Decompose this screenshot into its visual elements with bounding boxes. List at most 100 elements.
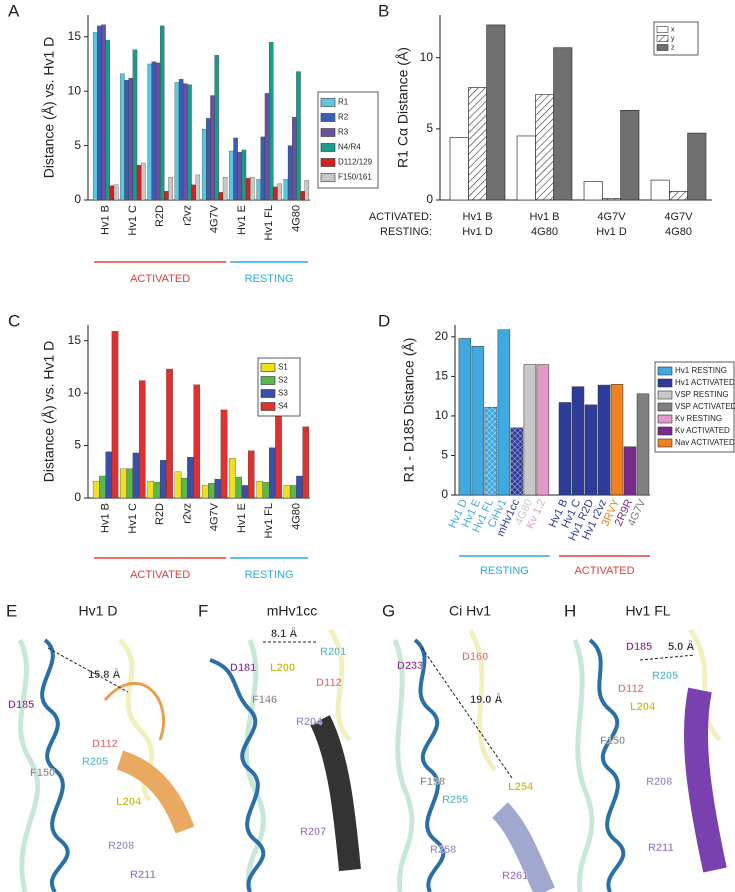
bar: [195, 174, 201, 201]
bar: [147, 481, 155, 499]
structure-label: D181: [230, 662, 256, 674]
panel-letter: A: [8, 1, 20, 20]
structure-label: L254: [508, 781, 534, 793]
bar: [97, 25, 102, 201]
bar: [300, 191, 305, 201]
distance-line: [639, 654, 696, 661]
structure-panel: G Ci Hv1 D233 D160 19.0 Å F198 L254 R255…: [382, 601, 555, 892]
bar: [155, 62, 161, 201]
panel-letter: G: [382, 601, 395, 620]
structure-label: R261: [502, 870, 528, 882]
bar: [105, 39, 110, 201]
bar: [153, 482, 161, 499]
bar: [449, 137, 469, 201]
y-axis-label: Distance (Å) vs. Hv1 D: [41, 341, 57, 483]
legend-swatch: [657, 414, 673, 424]
group-label: ACTIVATED: [130, 569, 190, 581]
y-tick-label: 15: [68, 29, 82, 43]
bar: [302, 426, 310, 499]
bar: [275, 409, 282, 499]
x-tick-label: Hv1 B: [530, 211, 560, 223]
bar: [233, 137, 238, 201]
bar: [214, 55, 219, 201]
legend-swatch: [657, 426, 673, 436]
bar: [166, 368, 173, 499]
helix: [116, 750, 195, 834]
bar: [277, 183, 282, 201]
structure-panel: H Hv1 FL D185 5.0 Å R205 D112 L204 F150 …: [564, 601, 727, 892]
helix: [572, 639, 595, 892]
structure-label: D233: [397, 660, 423, 672]
y-tick-label: 0: [74, 490, 81, 504]
legend-label: S4: [278, 402, 288, 411]
bar: [256, 179, 261, 201]
bar: [256, 481, 264, 499]
helix: [327, 628, 352, 742]
bar: [289, 485, 297, 499]
bar: [187, 84, 192, 201]
bar: [92, 481, 100, 499]
legend-swatch: [656, 44, 669, 51]
bar: [583, 181, 603, 201]
bar: [113, 184, 119, 201]
legend-swatch: [260, 402, 276, 411]
bar: [558, 402, 572, 496]
bar: [497, 329, 511, 496]
structure-panel: E Hv1 D 15.8 Å D185 D112 F150 R205 L204 …: [6, 601, 195, 892]
row-label: RESTING:: [380, 226, 432, 238]
bar: [99, 475, 106, 499]
legend-label: F150/161: [338, 173, 372, 182]
bar: [124, 80, 129, 201]
panel-title: mHv1cc: [267, 603, 318, 619]
legend-swatch: [656, 26, 669, 33]
bar: [174, 82, 180, 201]
row-label: ACTIVATED:: [369, 211, 432, 223]
bar: [283, 485, 291, 499]
y-tick-label: 0: [441, 487, 448, 501]
bar: [571, 386, 585, 496]
bar: [218, 192, 224, 201]
bar: [208, 483, 215, 499]
bar: [245, 178, 251, 201]
helix: [310, 715, 361, 872]
bar: [229, 458, 236, 499]
legend-swatch: [320, 173, 336, 182]
x-tick-label: 4G80: [290, 503, 302, 530]
structure-label: R211: [648, 842, 674, 854]
bar: [235, 476, 243, 499]
bar: [109, 185, 115, 201]
legend-label: N4/R4: [338, 143, 361, 152]
bar: [620, 109, 640, 201]
x-tick-label: Hv1 E: [236, 503, 248, 533]
panel-letter: E: [6, 601, 17, 620]
bar: [111, 331, 119, 499]
x-tick-label: 4G7V: [597, 211, 626, 223]
bar: [601, 198, 622, 201]
structure-label: 15.8 Å: [88, 668, 120, 681]
structure-label: D112: [316, 677, 342, 689]
bar: [206, 118, 211, 201]
bar: [164, 191, 169, 201]
structure-label: R208: [108, 840, 134, 852]
x-tick-label: 4G80: [665, 226, 692, 238]
legend-swatch: [657, 438, 673, 448]
structure-label: D112: [618, 683, 644, 695]
group-label: ACTIVATED: [130, 273, 190, 285]
panel-title: Ci Hv1: [449, 603, 491, 619]
bar: [668, 191, 689, 201]
y-tick-label: 15: [68, 333, 82, 347]
x-tick-label: 4G80: [531, 226, 558, 238]
bar: [304, 180, 310, 201]
structure-label: F146: [252, 694, 277, 706]
bar: [623, 446, 637, 496]
structure-label: F198: [420, 776, 445, 788]
structure-panel: F mHv1cc 8.1 Å R201 D181 L200 D112 F146 …: [198, 601, 361, 892]
y-tick-label: 10: [435, 408, 449, 422]
x-tick-label: Hv1 C: [127, 503, 139, 534]
bar: [650, 179, 670, 201]
legend-label: R3: [338, 128, 349, 137]
bar: [141, 162, 146, 201]
y-axis-label: R1 - D185 Distance (Å): [401, 338, 417, 483]
bar: [187, 456, 194, 499]
bar: [92, 32, 98, 201]
